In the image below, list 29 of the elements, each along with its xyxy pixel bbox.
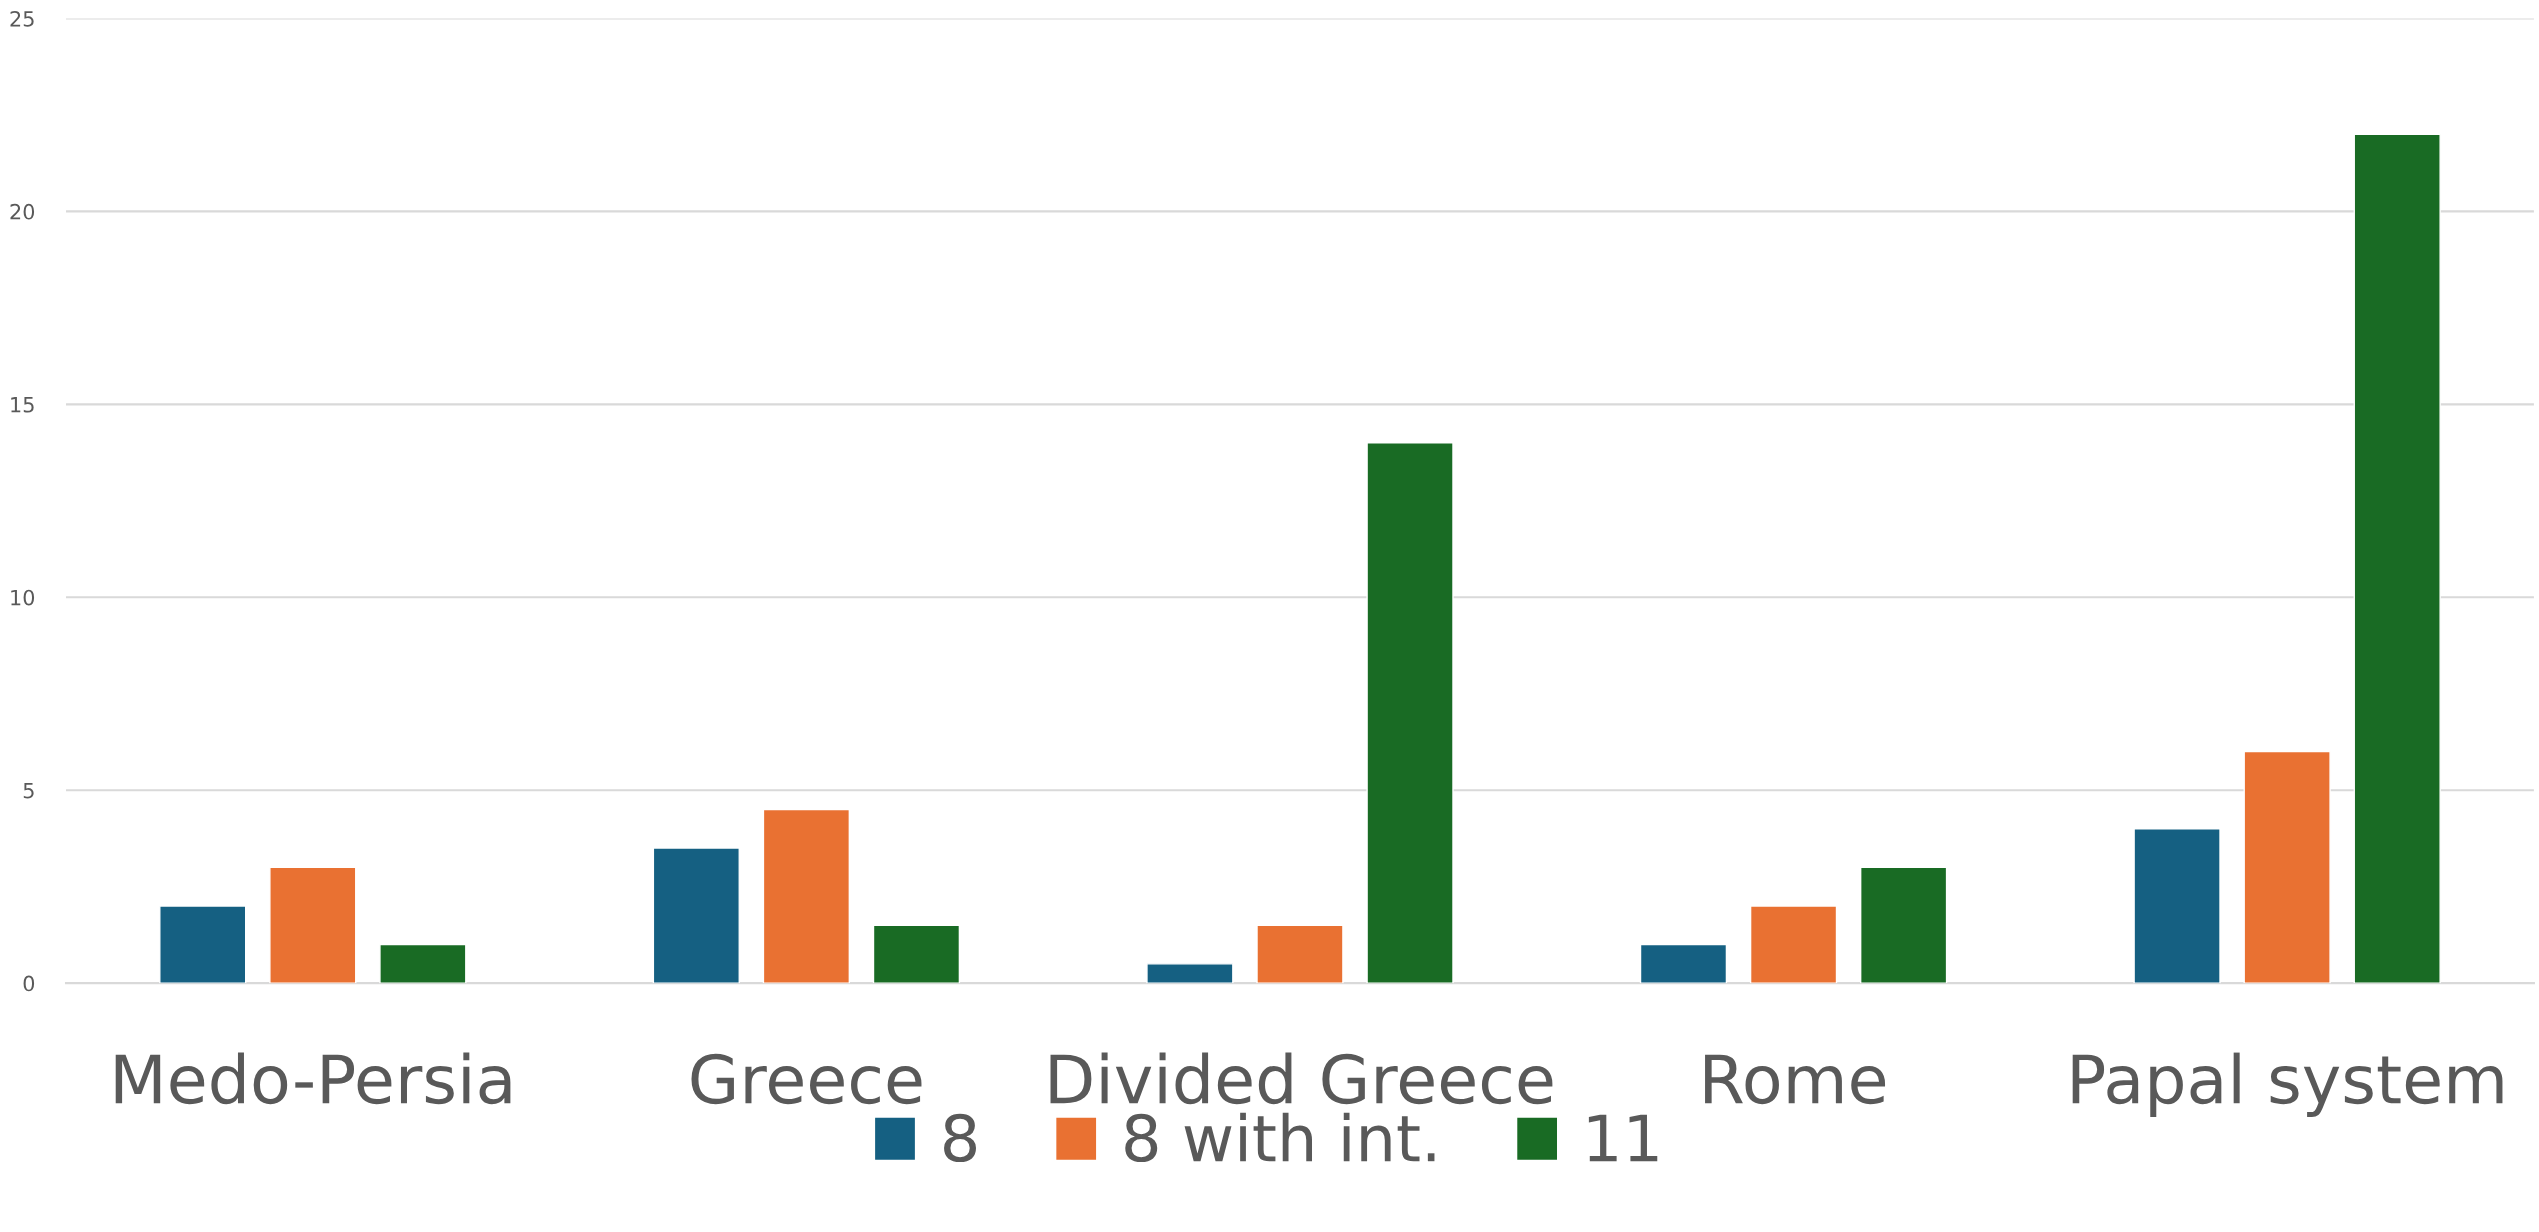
bar — [2353, 133, 2441, 984]
bar — [1146, 963, 1234, 984]
y-tick-label: 25 — [10, 10, 34, 27]
bar — [2243, 750, 2331, 984]
x-tick-label: Rome — [1705, 1054, 1886, 1105]
legend-label: 8 with int. — [1125, 1112, 1435, 1163]
x-tick-label: Divided Greece — [1050, 1052, 1553, 1105]
y-tick-label: 15 — [11, 397, 34, 413]
bar — [379, 943, 467, 984]
y-tick-label: 20 — [10, 203, 35, 220]
bar — [269, 866, 357, 984]
legend-label: 11 — [1588, 1114, 1658, 1162]
bar — [872, 924, 961, 984]
bar — [1859, 866, 1948, 984]
bar — [1256, 924, 1344, 984]
x-tick-label: Medo-Persia — [115, 1052, 511, 1105]
bar — [1366, 442, 1454, 984]
legend-label: 8 — [944, 1113, 976, 1163]
bar — [1749, 905, 1838, 984]
x-tick-label: Papal system — [2072, 1052, 2503, 1118]
bar — [652, 847, 740, 984]
y-tick-label: 10 — [11, 589, 35, 606]
y-tick-label: 0 — [23, 975, 35, 992]
bar — [762, 808, 851, 984]
bar — [2133, 828, 2221, 984]
bar — [159, 905, 247, 984]
bar — [1639, 943, 1728, 984]
y-tick-label: 5 — [23, 782, 34, 799]
x-tick-label: Greece — [691, 1053, 922, 1105]
